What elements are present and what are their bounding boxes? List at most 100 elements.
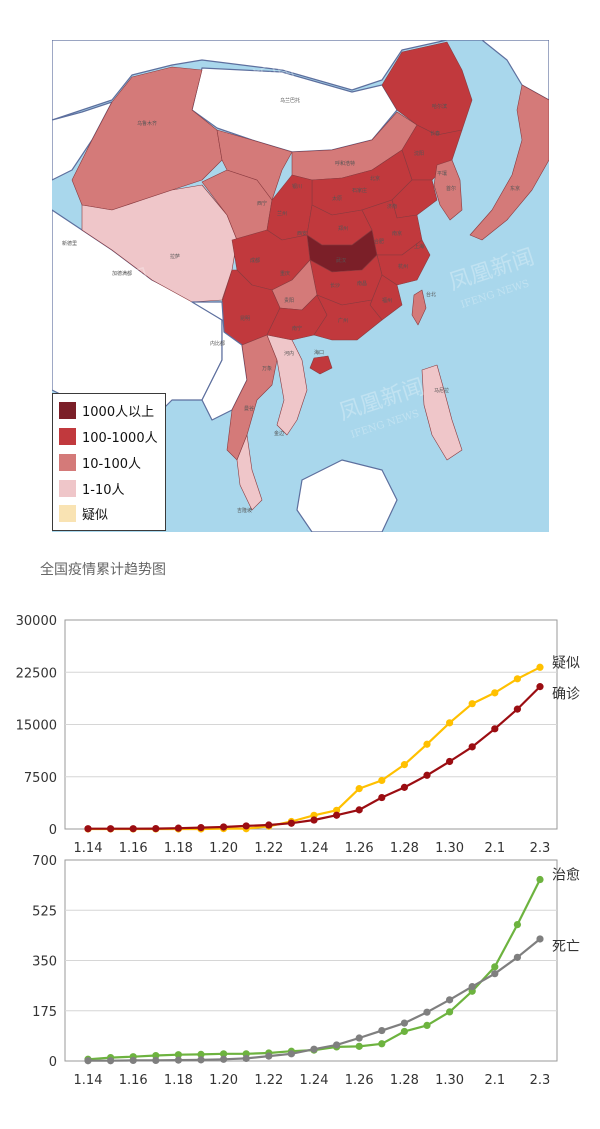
label-fuzhou: 福州 [382,297,392,304]
korea-peninsula [433,159,463,221]
label-ulaanbaatar: 乌兰巴托 [280,97,300,104]
data-point [423,771,431,779]
x-tick-label: 1.22 [254,1073,283,1088]
label-kuala-lumpur: 吉隆坡 [237,507,252,514]
y-tick-label: 7500 [24,771,57,786]
x-tick-label: 1.20 [209,841,238,856]
data-point [310,1045,318,1053]
taiwan-island [411,289,427,326]
label-hangzhou: 杭州 [398,263,408,270]
data-point [378,1040,386,1048]
label-jinan: 济南 [387,203,397,210]
data-point [152,1056,160,1065]
data-point [446,719,454,727]
data-point [378,1026,386,1035]
x-tick-label: 1.24 [300,841,329,856]
data-point [446,1008,454,1016]
x-tick-label: 1.26 [345,1073,374,1088]
label-seoul: 首尔 [446,185,456,192]
label-naypyidaw: 内比都 [210,340,225,347]
data-point [513,953,522,961]
y-tick-label: 700 [32,854,57,869]
x-tick-label: 1.28 [390,1073,419,1088]
data-point [333,806,341,814]
label-nanning: 南宁 [292,325,302,332]
data-point [107,825,115,833]
legend-label-1-10: 1-10人 [82,482,125,498]
x-tick-label: 1.16 [119,1073,148,1088]
x-tick-label: 1.18 [164,841,193,856]
series-label: 确诊 [552,687,580,703]
data-point [84,1057,92,1065]
y-tick-label: 22500 [16,666,57,681]
y-tick-label: 15000 [16,719,57,734]
label-guangzhou: 广州 [338,317,348,324]
data-point [310,816,318,824]
data-point [513,705,522,713]
y-tick-label: 0 [49,823,57,838]
data-point [265,1052,273,1060]
label-zhengzhou: 郑州 [338,225,348,232]
label-wuhan: 武汉 [336,257,346,264]
label-haikou: 海口 [314,349,324,356]
data-point [400,761,408,769]
data-point [536,935,544,943]
legend-item-1000-plus: 1000人以上 [59,399,154,421]
legend-label-1000-plus: 1000人以上 [82,404,155,420]
x-tick-label: 1.14 [74,1073,103,1088]
label-chengdu: 成都 [250,257,260,264]
data-point [242,822,250,830]
data-point [355,1034,363,1042]
map-legend: 1000人以上 100-1000人 10-100人 1-10人 疑似 [52,393,166,531]
y-tick-label: 525 [32,904,57,919]
data-point [84,825,92,833]
data-point [468,983,476,991]
label-vientiane: 万象 [262,365,272,372]
data-point [446,996,454,1004]
legend-swatch-suspected [59,504,76,522]
data-point [333,1041,341,1049]
data-point [287,819,295,827]
x-tick-label: 2.1 [484,1073,505,1088]
label-huhhot: 呼和浩特 [335,160,355,167]
data-point [197,824,205,832]
data-point [107,1057,115,1065]
data-point [491,963,499,971]
label-guiyang: 贵阳 [284,297,294,304]
x-tick-label: 1.22 [254,841,283,856]
data-point [536,663,544,671]
series-line [88,685,541,830]
data-point [129,825,137,833]
data-point [536,683,544,691]
label-new-delhi: 新德里 [62,240,77,247]
trend-title: 全国疫情累计趋势图 [40,562,166,578]
data-point [355,1042,363,1050]
data-point [491,970,499,978]
data-point [152,824,160,833]
data-point [287,1050,295,1058]
label-pyongyang: 平壤 [437,170,447,177]
data-point [378,776,386,785]
vietnam-region [266,334,308,436]
label-yinchuan: 银川 [292,183,302,190]
data-point [197,1056,205,1064]
chart-cases-suspected: 0 7500 15000 22500 30000 1.14 1.16 1.18 1.20 1.22… [16,614,580,856]
label-chongqing: 重庆 [280,270,290,277]
data-point [491,689,499,697]
legend-item-suspected: 疑似 [59,502,108,524]
legend-label-10-100: 10-100人 [82,456,142,472]
x-tick-label: 1.20 [209,1073,238,1088]
x-tick-label: 1.18 [164,1073,193,1088]
data-point [378,793,386,802]
data-point [536,875,544,884]
label-shijiazhuang: 石家庄 [352,187,367,194]
legend-swatch-1000-plus [59,401,76,419]
malaysia-region [236,434,263,511]
label-xining: 西宁 [257,200,267,207]
x-tick-label: 2.3 [530,1073,551,1088]
place-labels: 武汉 北京 哈尔滨 长春 沈阳 呼和浩特 银川 西宁 兰州 西安 太原 石家庄 … [62,97,520,514]
label-taiyuan: 太原 [332,195,342,202]
x-tick-label: 1.16 [119,841,148,856]
label-hanoi: 河内 [284,350,294,357]
label-bangkok: 曼谷 [244,405,254,412]
